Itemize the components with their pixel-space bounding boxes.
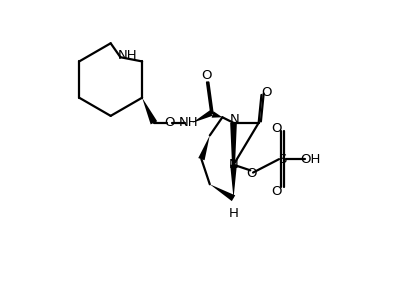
Text: N: N (228, 158, 238, 171)
Polygon shape (142, 98, 157, 124)
Text: O: O (271, 122, 281, 135)
Text: O: O (261, 86, 271, 99)
Text: O: O (164, 116, 174, 129)
Text: NH: NH (117, 49, 137, 62)
Polygon shape (230, 123, 236, 198)
Polygon shape (211, 111, 222, 118)
Text: O: O (271, 185, 281, 198)
Text: NH: NH (178, 116, 198, 129)
Text: O: O (201, 69, 212, 82)
Text: OH: OH (299, 153, 320, 166)
Text: H: H (228, 207, 238, 220)
Text: O: O (246, 168, 256, 180)
Text: S: S (278, 153, 286, 166)
Polygon shape (192, 110, 212, 123)
Polygon shape (198, 135, 209, 160)
Polygon shape (209, 184, 235, 201)
Text: N: N (230, 113, 239, 126)
Polygon shape (230, 165, 236, 198)
